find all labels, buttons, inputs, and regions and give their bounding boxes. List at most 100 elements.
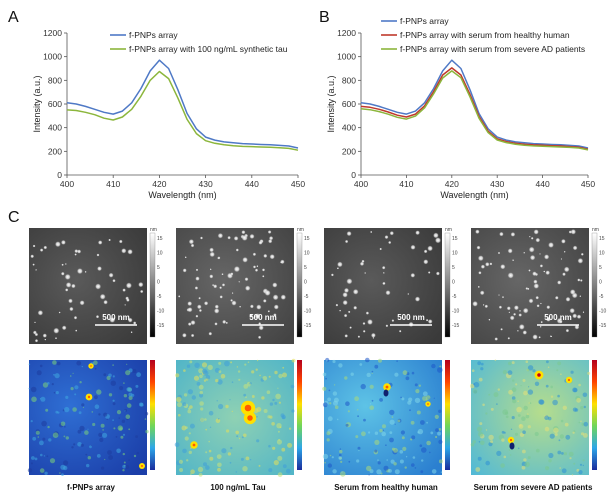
chart-a-x-tick-label: 450	[291, 179, 305, 189]
color-map-speckle	[556, 369, 559, 372]
afm-particle	[230, 299, 234, 302]
color-map-speckle	[557, 394, 560, 398]
color-map-speckle	[377, 461, 381, 465]
color-map-speckle	[394, 372, 399, 377]
color-map-speckle	[572, 407, 578, 412]
color-map-speckle	[488, 434, 494, 441]
color-map-speckle	[355, 435, 359, 439]
color-map-speckle	[508, 449, 511, 451]
color-map-speckle	[230, 446, 233, 450]
color-map-speckle	[198, 384, 204, 390]
color-map-speckle	[338, 456, 342, 460]
color-map-hotspot	[567, 378, 571, 382]
color-map-hotspot	[385, 385, 389, 389]
afm-particle	[252, 265, 257, 269]
color-map-speckle	[230, 361, 233, 364]
color-map-speckle	[203, 379, 207, 382]
afm-particle	[267, 310, 270, 313]
color-map-speckle	[190, 469, 195, 475]
color-map-speckle	[243, 393, 247, 397]
color-map-speckle	[396, 360, 398, 362]
color-map-speckle	[94, 367, 97, 370]
chart-a-y-tick-label: 400	[48, 123, 62, 133]
color-map-speckle	[527, 389, 534, 395]
color-map-hotspot	[244, 404, 252, 412]
color-map-speckle	[517, 414, 521, 417]
color-map-speckle	[116, 448, 121, 454]
color-map-speckle	[136, 372, 142, 378]
color-map-speckle	[473, 381, 480, 388]
afm-particle	[178, 295, 181, 298]
color-map-speckle	[268, 468, 273, 473]
color-map-speckle	[382, 429, 385, 431]
color-map-speckle	[78, 411, 82, 415]
color-map-speckle	[332, 391, 338, 396]
afm-particle	[233, 236, 239, 241]
color-map-speckle	[437, 431, 442, 436]
color-map-speckle	[525, 360, 529, 364]
afm-colorbar-tick: 5	[304, 265, 307, 271]
color-map-speckle	[379, 398, 383, 402]
color-map-speckle	[560, 373, 562, 376]
color-map-speckle	[565, 434, 571, 440]
color-map-speckle	[188, 450, 192, 455]
afm-particle	[256, 304, 262, 310]
chart-b-y-tick-label: 400	[342, 123, 356, 133]
color-map-background	[324, 360, 442, 475]
chart-b-x-tick-label: 420	[445, 179, 459, 189]
color-map-speckle	[44, 471, 48, 475]
color-map-speckle	[580, 406, 584, 410]
afm-particle	[196, 304, 202, 310]
color-map-speckle	[547, 366, 550, 369]
afm-particle	[346, 278, 353, 285]
chart-b-x-tick-label: 400	[354, 179, 368, 189]
color-map-speckle	[475, 467, 481, 472]
color-map-speckle	[238, 437, 241, 440]
color-map-speckle	[485, 412, 488, 415]
color-map-speckle	[32, 436, 37, 441]
color-map-speckle	[374, 439, 380, 445]
color-map-speckle	[583, 421, 589, 427]
color-map-speckle	[108, 393, 113, 397]
color-map-speckle	[509, 454, 512, 456]
color-map-speckle	[546, 360, 549, 364]
color-map-speckle	[236, 366, 239, 368]
color-map-speckle	[112, 364, 114, 366]
color-map-speckle	[382, 424, 386, 429]
color-map-speckle	[107, 450, 112, 455]
color-map-speckle	[118, 417, 121, 419]
color-map-speckle	[112, 419, 114, 421]
color-map-speckle	[278, 438, 281, 441]
afm-particle	[203, 301, 209, 306]
color-map-speckle	[81, 403, 85, 407]
afm-colorbar-unit: nm	[592, 227, 599, 233]
color-map-speckle	[366, 372, 371, 378]
afm-particle	[214, 304, 219, 309]
afm-particle	[510, 232, 516, 237]
color-map-speckle	[471, 369, 475, 373]
color-map-speckle	[527, 456, 531, 460]
chart-a-x-tick-label: 410	[106, 179, 120, 189]
afm-particle	[68, 298, 73, 304]
afm-particle	[214, 322, 218, 326]
afm-particle	[579, 279, 583, 282]
color-map-speckle	[420, 470, 424, 474]
afm-particle	[198, 296, 201, 300]
color-map-speckle	[332, 359, 336, 364]
color-map-speckle	[470, 442, 475, 447]
color-map-speckle	[261, 396, 265, 400]
afm-colorbar-tick: -15	[157, 323, 164, 329]
afm-particle	[572, 245, 578, 251]
chart-b-y-tick-label: 1000	[337, 52, 356, 62]
afm-particle	[497, 251, 501, 255]
color-map-speckle	[418, 384, 421, 387]
afm-particle	[97, 240, 103, 245]
color-map-speckle	[433, 397, 435, 399]
color-map-speckle	[478, 441, 481, 443]
color-map-hotspot	[509, 438, 513, 442]
afm-particle	[532, 334, 538, 340]
color-map-speckle	[493, 392, 499, 398]
afm-particle	[580, 252, 584, 256]
afm-particle	[427, 271, 431, 274]
color-map-row	[27, 357, 597, 478]
